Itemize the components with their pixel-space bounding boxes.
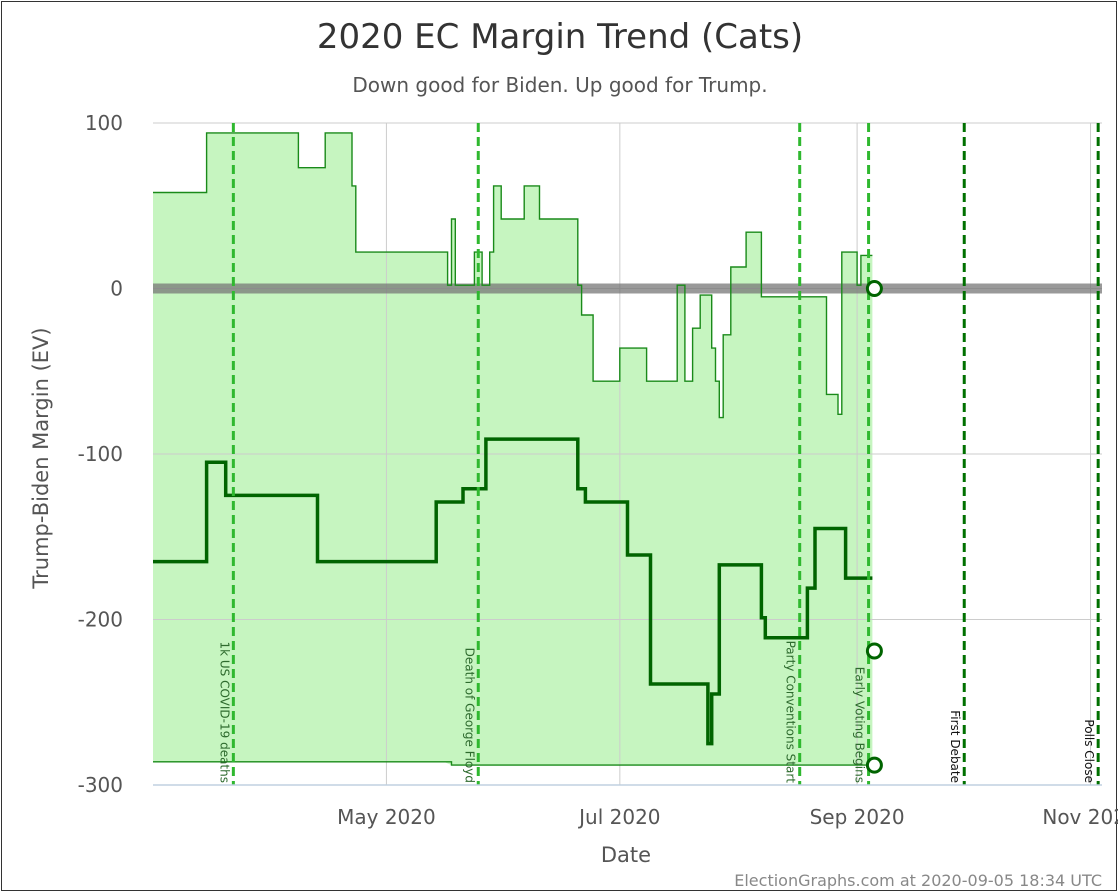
x-tick-label: Sep 2020 — [810, 805, 905, 829]
y-tick-label: 0 — [110, 277, 123, 301]
center-line — [153, 437, 873, 746]
event-label: First Debate — [948, 710, 962, 783]
x-tick-label: May 2020 — [337, 805, 436, 829]
y-tick-label: -200 — [78, 608, 123, 632]
lower-line — [153, 761, 873, 766]
x-tick-label: Jul 2020 — [577, 805, 660, 829]
chart-subtitle: Down good for Biden. Up good for Trump. — [352, 73, 767, 97]
upper-line — [153, 132, 873, 419]
y-tick-label: -100 — [78, 442, 123, 466]
event-label: 1k US COVID-19 deaths — [217, 641, 231, 783]
y-axis-label: Trump-Biden Margin (EV) — [29, 327, 53, 589]
end-marker — [865, 642, 883, 660]
event-label: Early Voting Begins — [853, 667, 867, 783]
plot-area: 100 0 -100 -200 -300 May 2020 Jul 2020 Sep 2020… — [78, 111, 1118, 829]
event-label: Death of George Floyd — [462, 648, 476, 783]
y-tick-label: 100 — [85, 111, 123, 135]
y-tick-label: -300 — [78, 773, 123, 797]
credit-text: ElectionGraphs.com at 2020-09-05 18:34 U… — [734, 871, 1102, 890]
event-label: Polls Close — [1082, 719, 1096, 783]
x-tick-label: Nov 2020 — [1042, 805, 1118, 829]
event-label: Party Conventions Start — [784, 641, 798, 784]
range-band — [153, 132, 873, 766]
end-marker — [865, 756, 883, 774]
x-axis-label: Date — [601, 843, 651, 867]
end-marker — [865, 280, 883, 297]
chart-title: 2020 EC Margin Trend (Cats) — [317, 17, 803, 57]
